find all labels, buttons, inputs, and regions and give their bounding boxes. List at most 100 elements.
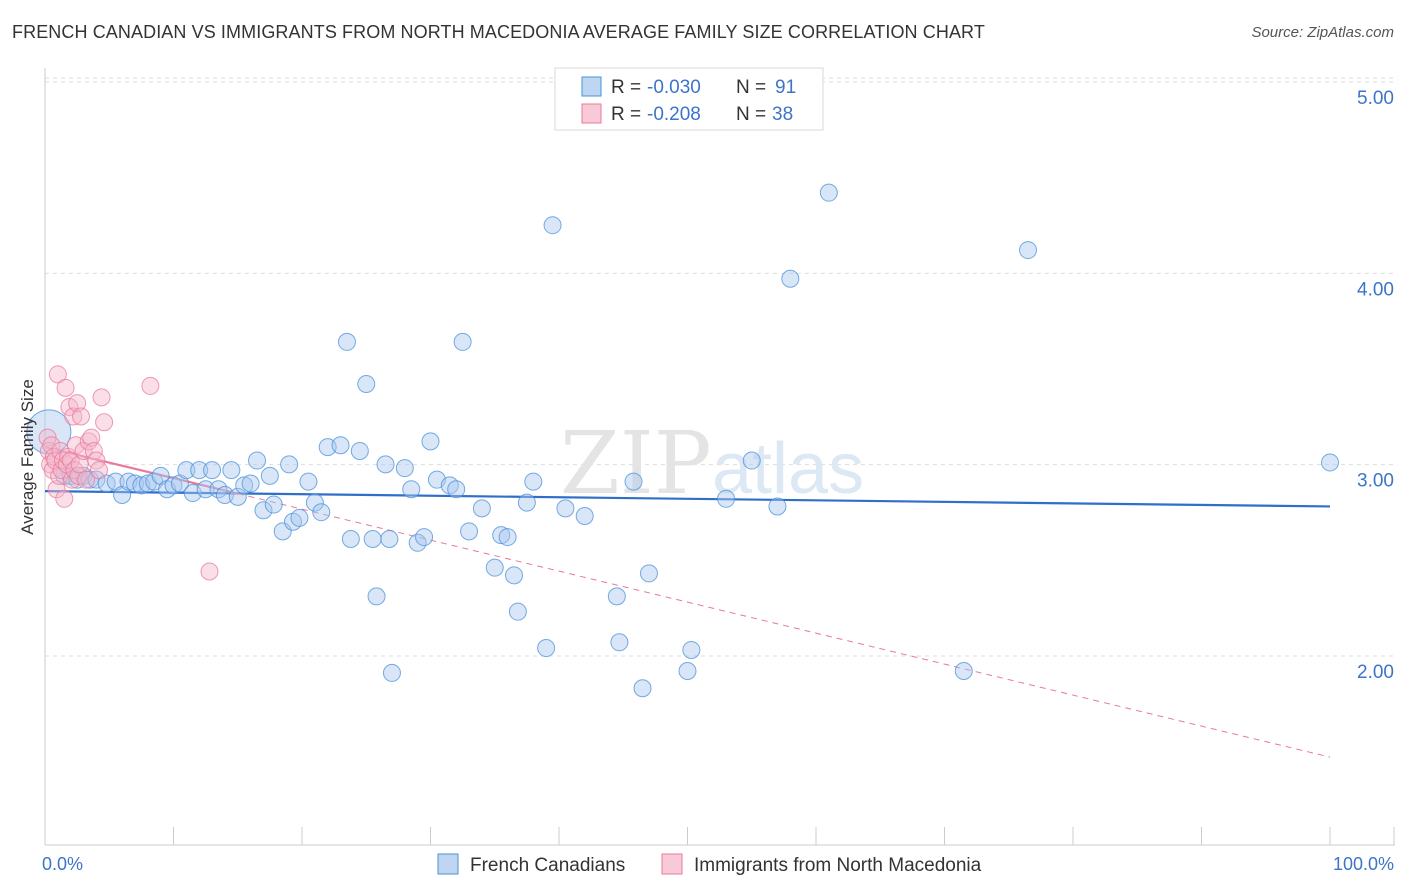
legend-r-label-blue: R = xyxy=(611,77,641,98)
points-layer xyxy=(26,183,1339,698)
trendline-north-macedonia-dashed xyxy=(237,493,1331,758)
legend-n-label-blue: N = xyxy=(736,77,766,98)
point-french-canadians xyxy=(682,640,701,659)
point-french-canadians xyxy=(453,332,472,351)
point-north-macedonia xyxy=(42,436,61,455)
point-french-canadians xyxy=(447,480,466,499)
point-french-canadians xyxy=(235,476,254,495)
point-north-macedonia xyxy=(64,407,83,426)
y-tick-label: 3.00 xyxy=(1357,471,1394,492)
legend-n-label-pink: N = xyxy=(736,104,766,125)
point-french-canadians xyxy=(228,487,247,506)
point-french-canadians xyxy=(125,474,144,493)
series-legend-swatch-pink xyxy=(661,853,683,875)
point-french-canadians xyxy=(203,461,222,480)
point-north-macedonia xyxy=(71,407,90,426)
point-north-macedonia xyxy=(141,376,160,395)
point-north-macedonia xyxy=(68,394,87,413)
point-french-canadians xyxy=(460,522,479,541)
point-north-macedonia xyxy=(56,378,75,397)
point-french-canadians xyxy=(633,679,652,698)
point-french-canadians xyxy=(508,602,527,621)
point-french-canadians xyxy=(1019,241,1038,260)
point-french-canadians xyxy=(290,508,309,527)
point-french-canadians xyxy=(337,332,356,351)
series-legend-label-pink: Immigrants from North Macedonia xyxy=(694,855,982,876)
watermark-atlas: atlas xyxy=(712,429,864,509)
legend-r-label-pink: R = xyxy=(611,104,641,125)
point-french-canadians xyxy=(222,461,241,480)
point-french-canadians xyxy=(485,558,504,577)
series-legend: French Canadians Immigrants from North M… xyxy=(437,853,982,876)
point-french-canadians xyxy=(164,476,183,495)
point-french-canadians xyxy=(260,466,279,485)
point-french-canadians xyxy=(363,529,382,548)
point-french-canadians xyxy=(492,526,511,545)
point-french-canadians xyxy=(331,436,350,455)
trendline-french-canadians xyxy=(44,490,1331,508)
point-french-canadians xyxy=(367,587,386,606)
point-french-canadians xyxy=(537,639,556,658)
series-legend-label-blue: French Canadians xyxy=(470,855,625,876)
point-french-canadians xyxy=(524,472,543,491)
source-credit: Source: ZipAtlas.com xyxy=(1251,24,1394,41)
y-tick-label: 2.00 xyxy=(1357,662,1394,683)
series-legend-swatch-blue xyxy=(437,853,459,875)
point-french-canadians xyxy=(357,375,376,393)
point-french-canadians xyxy=(350,441,369,460)
point-french-canadians xyxy=(248,451,267,470)
point-french-canadians xyxy=(954,662,973,680)
point-french-canadians xyxy=(177,461,196,480)
point-north-macedonia xyxy=(77,470,96,489)
legend-r-value-pink: -0.208 xyxy=(647,104,701,125)
point-north-macedonia xyxy=(70,455,89,474)
point-french-canadians xyxy=(781,269,800,288)
point-french-canadians xyxy=(280,455,299,474)
point-french-canadians xyxy=(472,499,491,518)
legend-n-value-blue: 91 xyxy=(775,77,796,98)
axis-layer: 2.00 3.00 4.00 5.00 0.0% 100.0% xyxy=(42,68,1395,874)
point-french-canadians xyxy=(380,529,399,548)
grid-layer xyxy=(45,77,1395,657)
point-french-canadians xyxy=(341,529,360,548)
x-tick-label-max: 100.0% xyxy=(1333,854,1394,874)
point-french-canadians xyxy=(415,528,434,547)
point-french-canadians xyxy=(575,507,594,526)
point-french-canadians xyxy=(305,493,324,512)
correlation-legend: R = -0.030 N = 91 R = -0.208 N = 38 xyxy=(554,67,824,131)
point-french-canadians xyxy=(678,662,697,680)
point-north-macedonia xyxy=(89,461,108,480)
point-french-canadians xyxy=(505,566,524,585)
y-axis-label: Average Family Size xyxy=(18,379,37,535)
point-french-canadians xyxy=(80,470,99,489)
chart-title: FRENCH CANADIAN VS IMMIGRANTS FROM NORTH… xyxy=(12,22,985,42)
point-french-canadians xyxy=(196,480,215,499)
point-north-macedonia xyxy=(47,480,66,499)
y-tick-label: 5.00 xyxy=(1357,88,1394,109)
point-north-macedonia xyxy=(48,365,67,384)
point-french-canadians xyxy=(376,455,395,474)
point-french-canadians xyxy=(624,472,643,491)
point-french-canadians xyxy=(607,587,626,606)
point-north-macedonia xyxy=(55,489,74,508)
legend-r-value-blue: -0.030 xyxy=(647,77,701,98)
point-french-canadians xyxy=(717,489,736,508)
point-french-canadians xyxy=(402,480,421,499)
point-french-canadians xyxy=(639,564,658,583)
point-french-canadians xyxy=(610,633,629,652)
legend-swatch-blue xyxy=(581,76,602,97)
legend-n-value-pink: 38 xyxy=(772,104,793,125)
point-french-canadians xyxy=(819,183,838,202)
point-french-canadians xyxy=(498,528,517,547)
point-french-canadians xyxy=(241,474,260,493)
y-tick-label: 4.00 xyxy=(1357,279,1394,300)
point-north-macedonia xyxy=(82,428,101,447)
point-french-canadians xyxy=(382,663,401,682)
point-french-canadians xyxy=(543,216,562,235)
point-french-canadians xyxy=(556,499,575,518)
point-north-macedonia xyxy=(200,562,219,581)
point-french-canadians xyxy=(299,472,318,491)
point-french-canadians xyxy=(742,451,761,470)
point-french-canadians xyxy=(1321,453,1339,472)
